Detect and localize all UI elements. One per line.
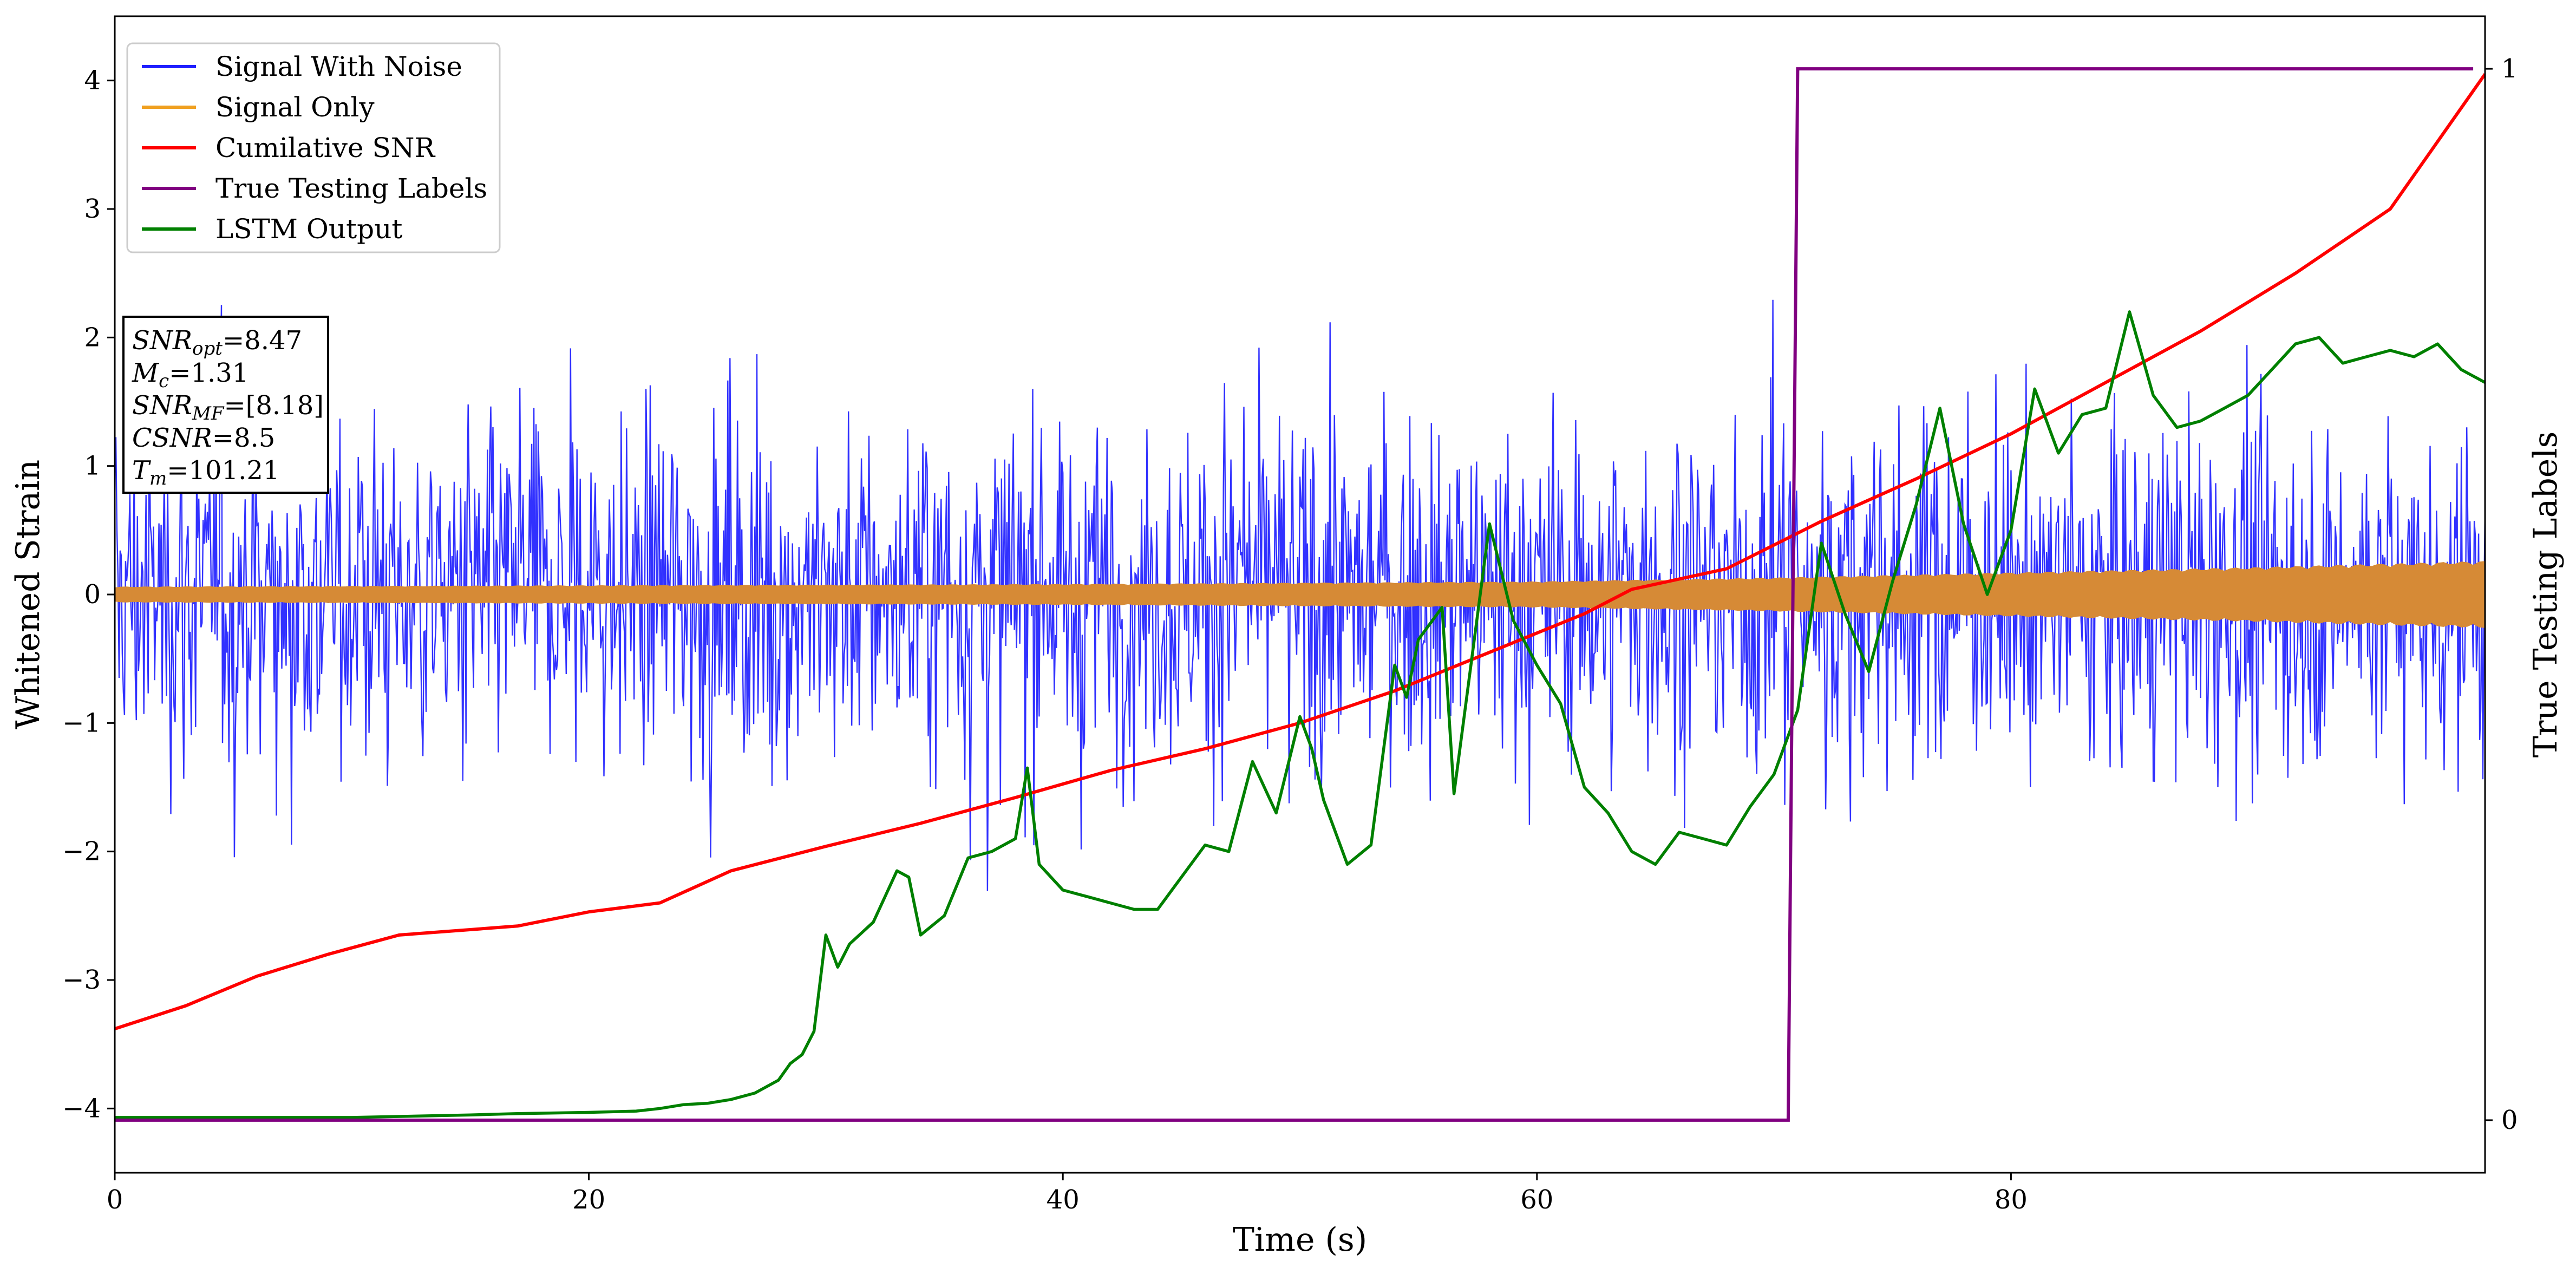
annotation-line: Mc=1.31	[132, 358, 249, 392]
y-tick-label: −4	[62, 1093, 101, 1123]
legend-entry: True Testing Labels	[215, 173, 487, 204]
x-tick-label: 20	[572, 1185, 605, 1215]
annotation-line: Tm=101.21	[132, 455, 279, 489]
annotation-line: SNRMF=[8.18]	[132, 390, 324, 424]
y-axis-label: Whitened Strain	[9, 460, 47, 729]
legend-entry: LSTM Output	[215, 213, 402, 245]
signal-with-noise-line	[115, 299, 2485, 891]
legend-entry: Signal Only	[215, 92, 375, 123]
y-tick-label: 4	[84, 66, 101, 96]
cumulative-snr-line	[115, 73, 2485, 1031]
legend: Signal With Noise Signal Only Cumilative S…	[126, 42, 501, 253]
y2-tick-label: 1	[2501, 54, 2518, 84]
annotation-line: CSNR=8.5	[132, 423, 275, 453]
x-axis-label: Time (s)	[1233, 1221, 1367, 1259]
x-tick-label: 80	[1995, 1185, 2028, 1215]
true-testing-labels-line	[115, 67, 2474, 1122]
y2-axis-label: True Testing Labels	[2527, 432, 2565, 758]
y-tick-label: 3	[84, 194, 101, 224]
y-tick-label: 0	[84, 579, 101, 610]
legend-entry: Signal With Noise	[215, 51, 462, 82]
y-tick-label: 2	[84, 322, 101, 352]
annotation-frame	[122, 316, 329, 494]
annotation-line: SNRopt=8.47	[132, 325, 302, 360]
legend-frame	[126, 42, 501, 253]
x-tick-label: 40	[1047, 1185, 1080, 1215]
y-tick-label: −1	[62, 708, 101, 738]
y2-tick-label: 0	[2501, 1105, 2518, 1135]
y-tick-label: −3	[62, 965, 101, 995]
y-tick-label: 1	[84, 451, 101, 481]
signal-with-noise-series	[115, 299, 2485, 891]
x-tick-label: 60	[1520, 1185, 1553, 1215]
lstm-output-line	[115, 310, 2485, 1119]
x-tick-label: 0	[107, 1185, 123, 1215]
parameter-annotation-box: SNRopt=8.47Mc=1.31SNRMF=[8.18]CSNR=8.5Tm…	[122, 316, 329, 494]
y-tick-label: −2	[62, 837, 101, 867]
line-series-group	[115, 67, 2485, 1122]
legend-entry: Cumilative SNR	[215, 132, 435, 164]
